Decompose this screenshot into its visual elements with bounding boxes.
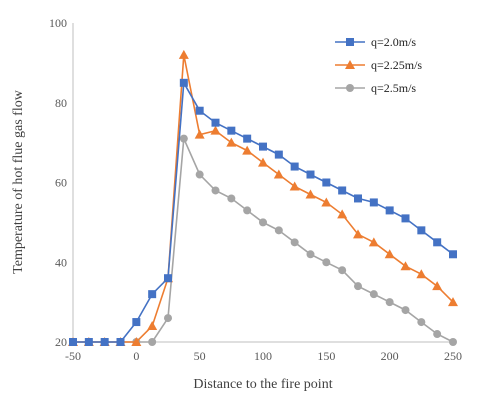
data-point <box>354 194 362 203</box>
x-tick-label: 100 <box>254 349 272 363</box>
data-point <box>131 337 142 346</box>
data-point <box>100 338 109 346</box>
data-point <box>289 181 300 191</box>
data-point <box>385 206 394 215</box>
legend: q=2.0m/s q=2.25m/s q=2.5m/s <box>335 35 422 95</box>
data-point <box>84 338 93 346</box>
data-point <box>337 209 348 219</box>
y-tick-label: 100 <box>49 16 67 30</box>
legend-marker <box>346 38 354 46</box>
legend-label: q=2.25m/s <box>371 58 422 72</box>
data-point <box>322 178 331 187</box>
series-square <box>69 78 457 346</box>
data-point <box>273 169 284 179</box>
legend-item: q=2.0m/s <box>335 35 416 49</box>
x-tick-label: 150 <box>317 349 335 363</box>
data-point <box>416 269 427 279</box>
data-point <box>274 226 283 235</box>
data-point <box>290 162 299 171</box>
x-tick-label: 250 <box>444 349 462 363</box>
series-line <box>73 54 454 343</box>
data-point <box>243 134 252 143</box>
legend-label: q=2.0m/s <box>371 35 416 49</box>
data-point <box>401 306 410 315</box>
data-point <box>69 338 77 346</box>
data-point <box>178 49 189 59</box>
data-point <box>354 282 362 291</box>
series-triangle <box>68 49 458 346</box>
y-tick-label: 40 <box>55 255 67 269</box>
data-point <box>338 266 347 275</box>
data-point <box>290 238 299 247</box>
data-point <box>195 170 204 179</box>
data-point <box>306 250 315 259</box>
series-line <box>73 138 454 343</box>
legend-marker <box>345 60 355 69</box>
data-point <box>384 249 395 259</box>
series-line <box>73 80 454 343</box>
data-point <box>274 150 283 159</box>
y-axis-title: Temperature of hot flue gas flow <box>11 89 26 274</box>
data-point <box>322 258 331 267</box>
data-point <box>179 78 188 87</box>
data-point <box>243 206 252 215</box>
legend-item: q=2.25m/s <box>335 58 422 72</box>
data-point <box>433 238 442 247</box>
data-point <box>449 250 457 259</box>
data-point <box>147 321 158 331</box>
data-point <box>148 290 157 299</box>
data-point <box>369 290 378 299</box>
data-point <box>259 218 267 227</box>
data-point <box>211 118 220 127</box>
legend-item: q=2.5m/s <box>335 81 416 95</box>
data-point <box>242 145 253 155</box>
data-point <box>338 186 347 195</box>
data-point <box>385 298 394 307</box>
data-point <box>194 129 205 139</box>
data-point <box>369 198 378 207</box>
data-point <box>226 137 237 147</box>
data-point <box>227 194 236 203</box>
data-point <box>258 157 268 167</box>
y-tick-label: 80 <box>55 96 67 110</box>
data-point <box>210 125 221 135</box>
data-point <box>195 106 204 115</box>
x-tick-label: 50 <box>194 349 206 363</box>
x-tick-label: 200 <box>381 349 399 363</box>
data-point <box>353 229 363 239</box>
data-point <box>432 281 443 291</box>
x-tick-label: -50 <box>65 349 81 363</box>
data-point <box>368 237 379 247</box>
data-point <box>321 197 332 207</box>
data-point <box>132 318 141 327</box>
data-point <box>164 314 172 323</box>
data-point <box>305 189 316 199</box>
data-point <box>116 338 125 346</box>
y-tick-label: 20 <box>55 335 67 349</box>
data-point <box>449 338 457 346</box>
data-point <box>400 261 411 271</box>
series-group <box>68 49 458 346</box>
data-point <box>401 214 410 223</box>
tick-labels: 20 40 60 80 100 -50 0 50 100 150 200 250 <box>49 16 462 363</box>
x-axis-title: Distance to the fire point <box>193 377 332 392</box>
data-point <box>227 126 236 135</box>
data-point <box>211 186 220 195</box>
data-point <box>448 297 458 307</box>
data-point <box>164 274 172 283</box>
data-point <box>259 142 267 151</box>
legend-marker <box>346 84 354 92</box>
data-point <box>433 330 442 339</box>
y-tick-label: 60 <box>55 176 67 190</box>
legend-label: q=2.5m/s <box>371 81 416 95</box>
data-point <box>179 134 188 143</box>
data-point <box>417 318 426 327</box>
x-tick-label: 0 <box>133 349 139 363</box>
data-point <box>306 170 315 179</box>
data-point <box>148 338 157 346</box>
data-point <box>417 226 426 235</box>
